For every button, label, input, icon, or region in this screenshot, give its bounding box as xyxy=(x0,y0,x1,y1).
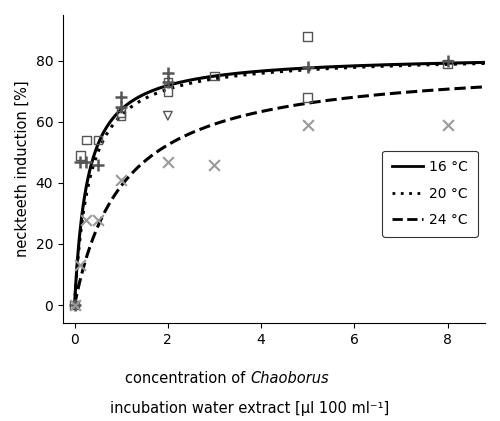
Point xyxy=(210,161,218,168)
Point xyxy=(210,73,218,80)
Point xyxy=(70,302,78,309)
Point xyxy=(164,158,172,165)
Text: Chaoborus: Chaoborus xyxy=(250,371,328,386)
Point xyxy=(117,94,125,101)
16 °C xyxy=(492,60,498,65)
20 °C xyxy=(114,117,120,122)
Legend: 16 °C, 20 °C, 24 °C: 16 °C, 20 °C, 24 °C xyxy=(382,151,478,237)
Line: 16 °C: 16 °C xyxy=(74,62,494,305)
16 °C xyxy=(242,70,248,75)
24 °C xyxy=(72,303,78,308)
20 °C xyxy=(242,72,248,77)
Point xyxy=(82,137,90,144)
16 °C xyxy=(399,62,405,67)
16 °C xyxy=(406,61,412,67)
Point xyxy=(164,88,172,95)
Point xyxy=(117,109,125,116)
Point xyxy=(117,103,125,110)
Point xyxy=(94,137,102,144)
20 °C xyxy=(399,63,405,68)
16 °C xyxy=(72,303,78,308)
20 °C xyxy=(360,64,366,69)
Point xyxy=(304,33,312,40)
Point xyxy=(117,112,125,119)
24 °C xyxy=(114,189,120,194)
Point xyxy=(76,262,84,269)
Point xyxy=(117,176,125,183)
20 °C xyxy=(492,61,498,66)
Line: 24 °C: 24 °C xyxy=(74,86,494,305)
Point xyxy=(94,216,102,223)
Y-axis label: neckteeth induction [%]: neckteeth induction [%] xyxy=(15,81,30,258)
Point xyxy=(70,302,78,309)
20 °C xyxy=(406,63,412,68)
24 °C xyxy=(406,89,412,94)
Point xyxy=(444,61,452,67)
Point xyxy=(444,122,452,128)
Line: 20 °C: 20 °C xyxy=(74,63,494,305)
24 °C xyxy=(492,84,498,89)
Point xyxy=(82,216,90,223)
24 °C xyxy=(399,90,405,95)
16 °C xyxy=(360,63,366,68)
Text: incubation water extract [µl 100 ml⁻¹]: incubation water extract [µl 100 ml⁻¹] xyxy=(110,401,390,416)
Point xyxy=(94,161,102,168)
24 °C xyxy=(242,113,248,118)
Point xyxy=(76,152,84,159)
Point xyxy=(304,64,312,70)
Point xyxy=(164,112,172,119)
Point xyxy=(164,79,172,85)
20 °C xyxy=(72,303,78,308)
Text: concentration of: concentration of xyxy=(125,371,250,386)
20 °C xyxy=(256,71,262,76)
Point xyxy=(304,94,312,101)
16 °C xyxy=(114,111,120,116)
Point xyxy=(164,69,172,76)
Point xyxy=(82,158,90,165)
16 °C xyxy=(256,69,262,74)
Point xyxy=(444,57,452,64)
Point xyxy=(164,79,172,85)
24 °C xyxy=(256,109,262,115)
Point xyxy=(70,302,78,309)
Point xyxy=(76,158,84,165)
Point xyxy=(304,122,312,128)
24 °C xyxy=(360,94,366,99)
